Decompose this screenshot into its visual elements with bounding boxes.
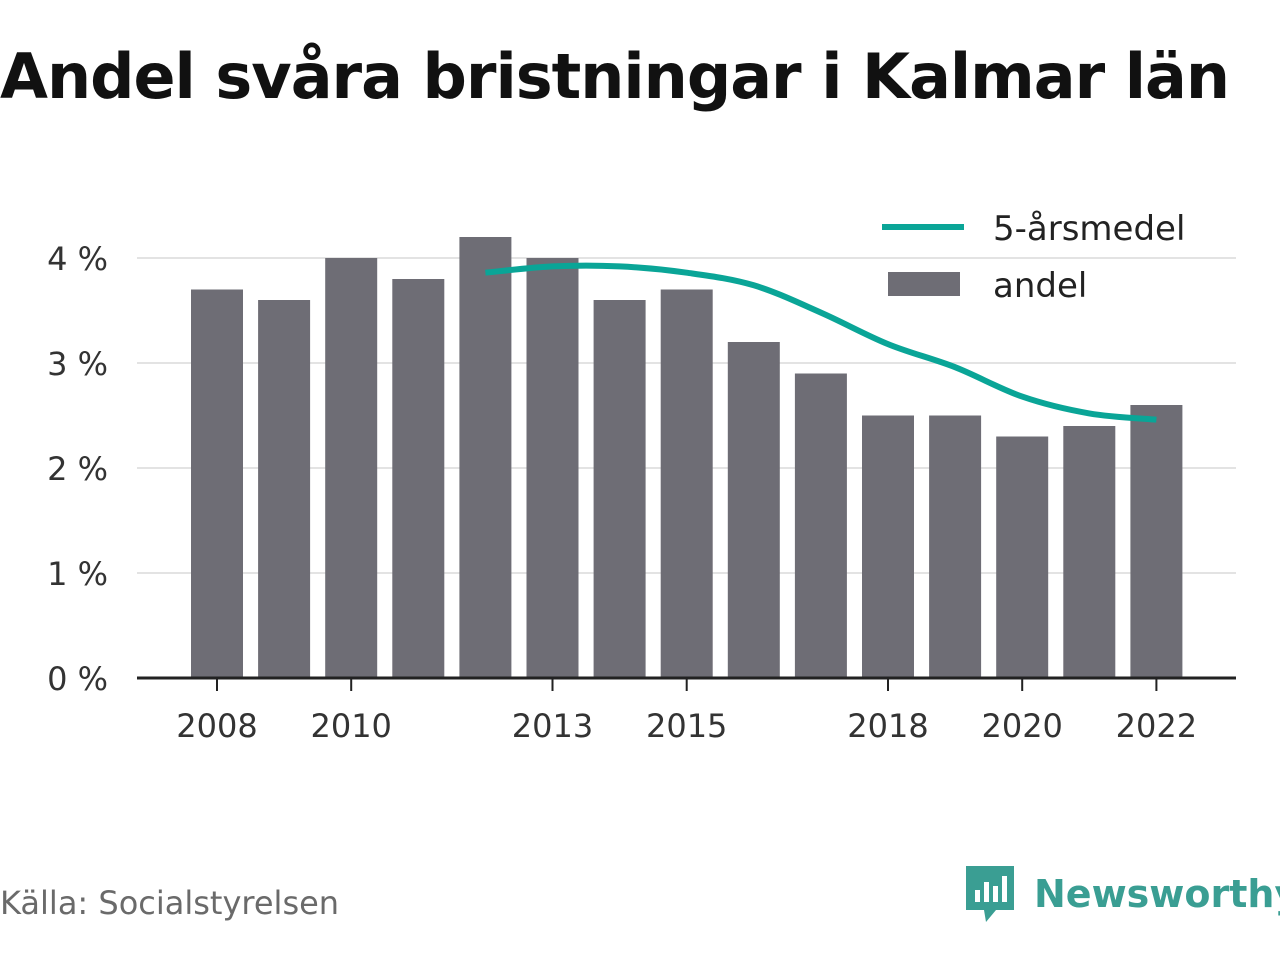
line-series [485, 262, 1157, 423]
bar [191, 289, 243, 678]
x-tick-label: 2020 [981, 707, 1062, 745]
bar [794, 373, 847, 678]
bar [459, 237, 512, 678]
y-tick-label: 0 % [47, 660, 108, 698]
x-tick-label: 2008 [176, 707, 257, 745]
bar [325, 258, 378, 678]
y-tick-label: 3 % [47, 345, 108, 383]
bar [258, 300, 311, 678]
bar [727, 342, 780, 678]
bar [929, 415, 982, 678]
legend-label-5arsmedel: 5-årsmedel [993, 209, 1185, 249]
bar [862, 415, 914, 678]
brand-logo: Newsworthy [964, 864, 1280, 924]
x-tick-label: 2015 [646, 707, 727, 745]
source-text: Källa: Socialstyrelsen [0, 884, 340, 922]
bar [660, 289, 713, 678]
x-tick-label: 2013 [512, 707, 593, 745]
legend: 5-årsmedel andel [882, 209, 1185, 306]
axes: 0 % 1 % 2 % 3 % 4 % 2008 2010 2013 2015 2018 2020 2… [47, 240, 1236, 745]
bar [1130, 405, 1183, 678]
legend-bar-swatch [888, 272, 960, 296]
x-tick-label: 2022 [1116, 707, 1197, 745]
brand-name: Newsworthy [1034, 872, 1280, 916]
legend-label-andel: andel [993, 266, 1087, 306]
x-tick-label: 2018 [847, 707, 928, 745]
bar [1063, 426, 1116, 678]
y-tick-label: 4 % [47, 240, 108, 278]
bar [392, 279, 445, 678]
bar [996, 436, 1049, 678]
bar [526, 258, 579, 678]
line-5arsmedel [485, 262, 1157, 423]
bar-series [191, 237, 1183, 678]
bar [593, 300, 646, 678]
y-tick-label: 2 % [47, 450, 108, 488]
chart-title: Andel svåra bristningar i Kalmar län [0, 40, 1230, 113]
newsworthy-logo-icon [966, 866, 1014, 922]
chart: 0 % 1 % 2 % 3 % 4 % 2008 2010 2013 2015 2018 2020 2… [47, 209, 1236, 745]
y-tick-label: 1 % [47, 555, 108, 593]
x-tick-label: 2010 [310, 707, 391, 745]
